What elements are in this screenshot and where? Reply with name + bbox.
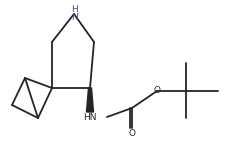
Text: H: H (71, 4, 77, 13)
Text: O: O (128, 128, 135, 137)
Polygon shape (86, 88, 94, 112)
Text: N: N (71, 12, 77, 21)
Text: HN: HN (84, 112, 97, 121)
Text: O: O (154, 85, 160, 95)
